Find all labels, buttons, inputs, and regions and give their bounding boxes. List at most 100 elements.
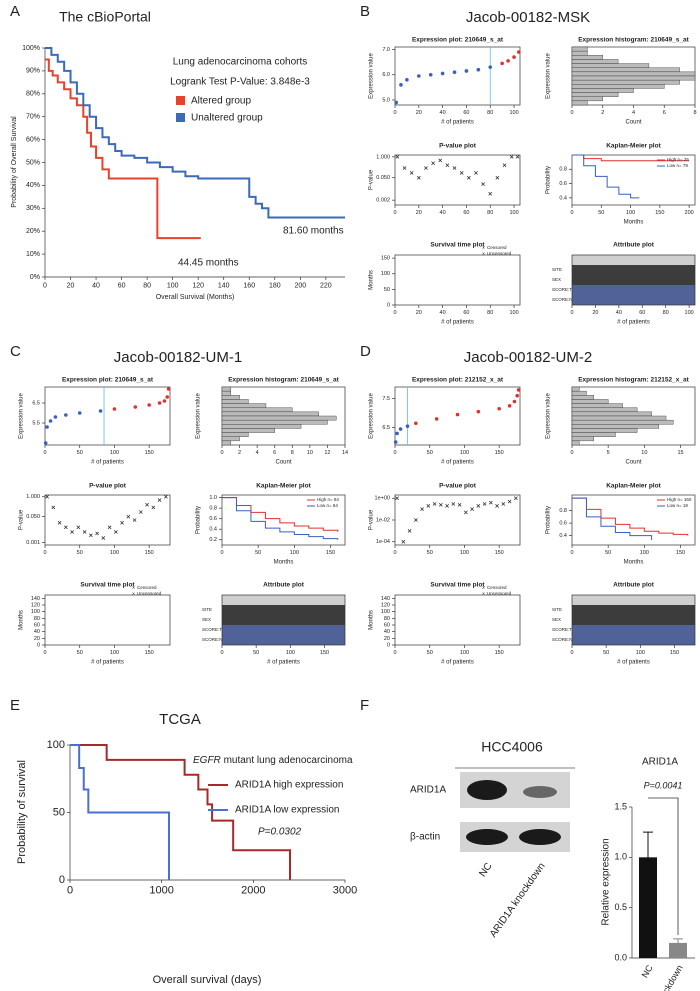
y-tick-label: 0.0 — [614, 952, 627, 962]
pvalue-point — [416, 175, 421, 180]
x-tick-label: 100 — [509, 110, 518, 116]
annotation: 81.60 months — [283, 226, 344, 237]
expression-point — [405, 77, 409, 82]
x-tick-label: 60 — [118, 282, 126, 289]
y-tick-label: 40 — [34, 629, 40, 635]
attribute-row-label: SITE — [202, 607, 212, 612]
x-tick-label: 50 — [603, 650, 609, 656]
legend-title-gene: EGFR — [193, 755, 221, 766]
pvalue-point — [513, 496, 518, 501]
histogram-bar — [221, 411, 319, 417]
x-tick-label: 140 — [218, 282, 230, 289]
histogram-bar — [221, 440, 231, 446]
legend-label: Low n= 18 — [667, 503, 688, 508]
survival-curve — [70, 744, 291, 880]
chart-title: TCGA — [159, 711, 201, 728]
pvalue-point — [463, 510, 468, 515]
attribute-row — [572, 265, 695, 275]
x-axis-label: # of patients — [91, 460, 124, 466]
y-tick-label: 0.4 — [209, 527, 217, 533]
y-axis-label: Probability — [546, 166, 552, 194]
x-axis-label: Overall Survival (Months) — [156, 294, 235, 301]
x-tick-label: 40 — [92, 282, 100, 289]
y-tick-label: 140 — [31, 596, 40, 602]
panel-title: Jacob-00182-UM-2 — [464, 349, 592, 366]
pvalue-point — [120, 520, 124, 525]
pvalue-point — [409, 171, 414, 175]
expression-point — [497, 406, 501, 411]
y-axis-label: Expression value — [546, 392, 552, 438]
pvalue-point — [432, 502, 437, 506]
y-tick-label: 60 — [34, 622, 40, 628]
histogram-bar — [221, 419, 328, 425]
x-axis-label: Count — [625, 120, 641, 126]
expression-point — [157, 401, 162, 405]
histogram-bar — [571, 88, 634, 93]
panel-letter: E — [10, 697, 20, 714]
x-tick-label: 0 — [570, 550, 573, 556]
x-tick-label: 0 — [570, 450, 573, 456]
x-tick-label: 3000 — [333, 884, 357, 896]
histogram-bar — [571, 79, 680, 85]
x-tick-label: 6 — [663, 110, 666, 116]
y-tick-label: 0.4 — [559, 533, 567, 539]
x-tick-label: 160 — [243, 282, 255, 289]
x-tick-label: 0 — [393, 550, 396, 556]
attribute-row — [222, 605, 345, 615]
histogram-bar — [571, 395, 594, 400]
y-tick-label: 0.6 — [209, 516, 217, 522]
y-tick-label: 0% — [30, 274, 40, 281]
x-tick-label: 100 — [290, 550, 299, 556]
y-tick-label: 20 — [34, 636, 40, 642]
legend-label: ARID1A low expression — [235, 805, 340, 816]
pvalue-point — [401, 539, 406, 544]
subplot-title: Kaplan-Meier plot — [606, 143, 661, 150]
x-tick-label: 80 — [663, 310, 669, 316]
y-tick-label: 80% — [26, 91, 40, 98]
y-tick-label: 10% — [26, 251, 40, 258]
x-tick-label: 150 — [676, 550, 685, 556]
histogram-bar — [571, 390, 587, 396]
panel-letter: F — [360, 697, 369, 714]
y-axis-label: Expression value — [546, 52, 552, 98]
pvalue-point — [495, 175, 500, 180]
pvalue-point — [502, 163, 507, 168]
attribute-row — [222, 625, 345, 635]
subplot-title: Survival time plot — [430, 242, 485, 249]
legend-swatch — [176, 96, 185, 105]
blot-row-label: ARID1A — [410, 785, 446, 796]
x-axis-label: # of patients — [441, 660, 474, 666]
legend-label: Uncensored — [487, 591, 512, 596]
expression-point — [517, 50, 521, 54]
x-tick-label: 150 — [655, 210, 664, 216]
subplot-title: Expression plot: 210649_s_at — [62, 377, 154, 384]
x-axis-label: # of patients — [441, 320, 474, 326]
pvalue-point — [138, 510, 143, 514]
expression-point — [133, 405, 138, 409]
expression-point — [512, 55, 516, 59]
y-tick-label: 80 — [384, 616, 390, 622]
legend-label: Uncensored — [487, 251, 512, 256]
legend-label: Censored — [487, 585, 507, 590]
y-tick-label: 100 — [381, 271, 390, 277]
y-tick-label: 0.4 — [559, 195, 567, 201]
y-tick-label: 100 — [47, 739, 65, 751]
x-tick-label: 100 — [110, 450, 119, 456]
pvalue-point — [126, 514, 131, 519]
histogram-bar — [571, 424, 660, 429]
x-tick-label: 120 — [192, 282, 204, 289]
y-tick-label: 5.0 — [382, 97, 390, 103]
y-axis-label: Probability of survival — [16, 760, 28, 864]
histogram-bar — [571, 50, 588, 56]
y-tick-label: 0 — [37, 642, 40, 648]
legend-label: Low n= 79 — [667, 163, 688, 168]
x-tick-label: 150 — [145, 450, 154, 456]
y-tick-label: 0.5 — [614, 902, 627, 912]
y-tick-label: 80 — [34, 616, 40, 622]
x-tick-label: 0 — [570, 110, 573, 116]
y-axis-label: P-value — [369, 169, 375, 190]
x-tick-label: 2 — [601, 110, 604, 116]
x-tick-label: 60 — [463, 110, 469, 116]
y-tick-label: 0.8 — [559, 508, 567, 514]
expression-point — [165, 395, 170, 399]
